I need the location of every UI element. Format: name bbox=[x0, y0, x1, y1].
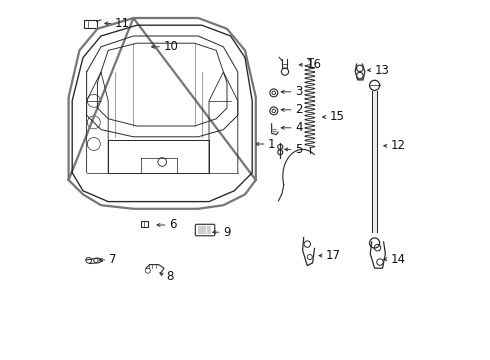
Text: 5: 5 bbox=[295, 143, 302, 156]
Text: 9: 9 bbox=[223, 226, 230, 239]
Text: 10: 10 bbox=[164, 40, 178, 53]
Text: 3: 3 bbox=[295, 85, 302, 98]
Text: 12: 12 bbox=[391, 139, 405, 152]
Text: 8: 8 bbox=[167, 270, 174, 283]
Text: 16: 16 bbox=[307, 58, 322, 71]
Text: 1: 1 bbox=[268, 138, 275, 150]
Text: 6: 6 bbox=[169, 219, 176, 231]
Text: 11: 11 bbox=[115, 17, 130, 30]
Text: 2: 2 bbox=[295, 103, 302, 116]
Text: 17: 17 bbox=[326, 249, 341, 262]
Text: 13: 13 bbox=[374, 64, 389, 77]
Text: 14: 14 bbox=[391, 253, 405, 266]
Text: 15: 15 bbox=[329, 111, 344, 123]
Text: 4: 4 bbox=[295, 121, 302, 134]
Text: 7: 7 bbox=[109, 253, 117, 266]
